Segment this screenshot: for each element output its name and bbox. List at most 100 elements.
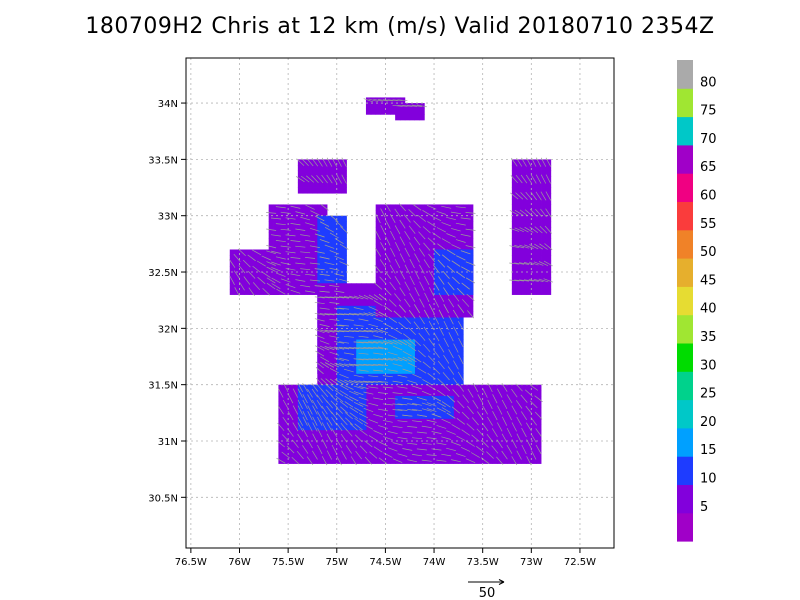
wind-cell xyxy=(458,294,464,301)
wind-vector xyxy=(525,174,532,184)
wind-cell xyxy=(419,221,425,228)
wind-vector xyxy=(339,357,349,361)
wind-vector xyxy=(382,99,393,102)
wind-vector xyxy=(297,422,304,432)
wind-cell xyxy=(346,457,352,464)
wind-vector xyxy=(336,422,343,432)
wind-vector xyxy=(539,226,548,234)
wind-vector xyxy=(324,346,335,351)
wind-cell xyxy=(375,221,381,228)
wind-cell xyxy=(395,108,401,115)
wind-cell xyxy=(463,418,469,425)
wind-cell xyxy=(448,457,454,464)
wind-cell xyxy=(317,204,323,211)
wind-vector xyxy=(467,405,474,415)
wind-vector xyxy=(324,329,335,333)
wind-vector xyxy=(448,315,454,325)
wind-cell xyxy=(341,187,347,194)
wind-cell xyxy=(453,356,459,363)
wind-cell xyxy=(317,181,323,188)
wind-cell xyxy=(312,249,318,256)
wind-vector xyxy=(374,265,382,274)
wind-cell xyxy=(365,395,372,402)
wind-cell xyxy=(307,170,313,177)
wind-vector xyxy=(319,239,330,244)
wind-vector xyxy=(373,413,383,418)
wind-cell xyxy=(511,418,518,425)
wind-cell xyxy=(516,266,522,273)
wind-cell xyxy=(283,429,289,436)
wind-vector xyxy=(324,362,335,368)
wind-vector xyxy=(344,395,354,402)
wind-vector xyxy=(407,344,417,352)
wind-vector xyxy=(516,450,522,460)
wind-vector xyxy=(343,313,354,316)
wind-vector xyxy=(334,379,344,385)
wind-vector xyxy=(358,369,369,372)
wind-cell xyxy=(536,452,542,459)
wind-vector xyxy=(524,226,534,233)
wind-cell xyxy=(502,429,508,436)
wind-vector xyxy=(519,279,530,282)
wind-cell xyxy=(385,333,391,341)
wind-cell xyxy=(443,317,450,324)
wind-cell xyxy=(409,238,415,245)
wind-vector xyxy=(428,253,435,263)
wind-cell xyxy=(317,452,323,459)
wind-cell xyxy=(453,452,459,459)
wind-cell xyxy=(419,384,425,391)
wind-vector xyxy=(392,380,403,383)
wind-cell xyxy=(395,114,401,121)
wind-vector xyxy=(344,368,354,373)
wind-cell xyxy=(458,424,464,431)
wind-vector xyxy=(451,260,461,267)
wind-vector xyxy=(519,244,529,249)
wind-cell xyxy=(278,446,284,453)
wind-cell xyxy=(468,418,474,425)
wind-cell xyxy=(404,435,411,442)
wind-vector xyxy=(344,385,354,390)
wind-vector xyxy=(238,265,246,274)
wind-cell xyxy=(297,412,304,419)
wind-cell xyxy=(492,457,498,464)
wind-vector xyxy=(384,253,391,263)
wind-cell xyxy=(288,272,294,279)
wind-vector xyxy=(329,302,340,304)
wind-cell xyxy=(293,429,299,436)
wind-vector xyxy=(368,98,379,102)
wind-cell xyxy=(443,266,450,273)
wind-cell xyxy=(336,249,343,256)
wind-cell xyxy=(327,232,333,239)
wind-cell xyxy=(434,440,440,448)
wind-cell xyxy=(390,440,396,448)
wind-cell xyxy=(283,255,289,262)
wind-vector xyxy=(487,382,493,393)
wind-cell xyxy=(458,300,464,307)
wind-vector xyxy=(295,228,306,231)
wind-vector xyxy=(339,390,349,396)
wind-cell xyxy=(453,373,459,380)
wind-cell xyxy=(341,181,347,188)
wind-cell xyxy=(414,457,420,464)
wind-cell xyxy=(293,446,299,453)
wind-vector xyxy=(283,382,289,393)
wind-vector xyxy=(437,243,446,250)
wind-cell xyxy=(365,429,372,436)
wind-cell xyxy=(288,452,294,459)
wind-vector xyxy=(397,420,408,423)
wind-cell xyxy=(297,440,304,448)
wind-cell xyxy=(375,204,381,211)
wind-vector xyxy=(373,364,384,366)
wind-vector xyxy=(314,268,325,271)
wind-vector xyxy=(331,417,338,426)
wind-cell xyxy=(351,418,357,425)
wind-cell xyxy=(482,446,488,453)
wind-cell xyxy=(331,238,338,245)
wind-vector xyxy=(392,363,403,367)
wind-vector xyxy=(348,380,359,384)
wind-cell xyxy=(375,272,381,279)
wind-cell xyxy=(331,226,338,233)
colorbar-label: 65 xyxy=(700,160,717,175)
wind-cell xyxy=(458,440,464,448)
wind-cell xyxy=(409,300,415,307)
